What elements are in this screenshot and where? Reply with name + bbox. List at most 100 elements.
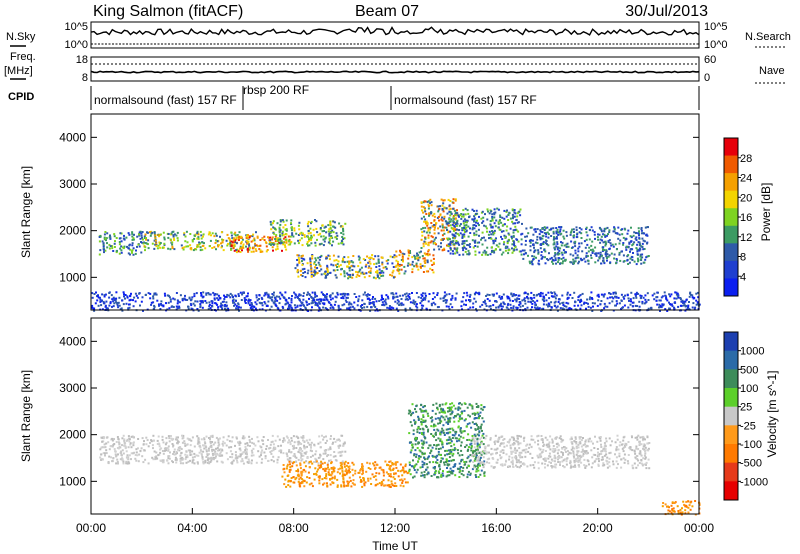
heatmap-cell [425,220,428,223]
heatmap-cell [450,212,453,215]
heatmap-cell [466,449,469,452]
heatmap-cell [586,234,589,237]
heatmap-cell [532,243,534,246]
heatmap-cell [606,259,608,262]
heatmap-cell [121,457,124,460]
heatmap-cell [480,423,483,426]
heatmap-cell [303,441,306,443]
heatmap-cell [297,234,300,236]
heatmap-cell [430,212,432,215]
heatmap-cell [517,294,520,297]
heatmap-cell [631,248,634,251]
heatmap-cell [492,239,495,242]
heatmap-cell [449,224,452,227]
heatmap-cell [299,239,301,242]
heatmap-cell [304,470,307,473]
heatmap-cell [336,471,339,474]
heatmap-cell [554,252,557,254]
heatmap-cell [301,254,304,257]
heatmap-cell [196,244,199,247]
heatmap-cell [367,297,370,300]
heatmap-cell [470,404,473,407]
heatmap-cell [398,268,401,271]
heatmap-cell [395,466,398,469]
heatmap-cell [513,243,515,246]
heatmap-cell [387,473,390,475]
heatmap-cell [433,238,436,241]
heatmap-cell [479,451,482,454]
heatmap-cell [443,232,446,235]
heatmap-cell [384,484,387,487]
heatmap-cell [456,212,459,215]
heatmap-cell [329,223,332,226]
heatmap-cell [399,470,402,473]
heatmap-cell [321,302,324,305]
heatmap-cell [211,305,214,308]
heatmap-cell [589,296,592,299]
heatmap-cell [638,244,641,247]
heatmap-cell [574,240,577,243]
heatmap-cell [434,236,437,239]
heatmap-cell [318,298,321,301]
heatmap-cell [232,247,235,250]
heatmap-cell [312,297,315,300]
heatmap-cell [637,260,640,263]
heatmap-cell [252,233,255,236]
heatmap-cell [493,208,496,211]
heatmap-cell [200,292,202,294]
heatmap-cell [236,461,239,464]
heatmap-cell [313,443,316,446]
heatmap-cell [299,299,301,302]
heatmap-cell [281,241,284,244]
heatmap-cell [471,239,474,242]
heatmap-cell [183,246,186,249]
heatmap-cell [552,295,554,298]
heatmap-cell [613,226,616,229]
heatmap-cell [113,299,116,302]
heatmap-cell [235,299,237,302]
heatmap-cell [207,453,210,456]
heatmap-cell [296,259,299,261]
heatmap-cell [446,223,449,226]
heatmap-cell [258,455,261,458]
heatmap-cell [556,248,559,251]
heatmap-cell [418,455,421,457]
heatmap-cell [638,249,641,252]
heatmap-cell [626,259,629,262]
heatmap-cell [431,214,434,217]
heatmap-cell [585,226,588,229]
heatmap-cell [243,297,246,299]
heatmap-cell [109,245,112,248]
heatmap-cell [256,236,259,239]
heatmap-cell [440,408,443,411]
heatmap-cell [460,215,463,218]
heatmap-cell [317,468,320,471]
heatmap-cell [336,478,339,481]
heatmap-cell [503,223,506,226]
heatmap-cell [467,433,470,436]
heatmap-cell [93,293,96,295]
heatmap-cell [144,458,147,461]
heatmap-cell [453,434,456,437]
heatmap-cell [117,441,120,444]
heatmap-cell [251,235,254,238]
heatmap-cell [334,440,337,443]
heatmap-cell [388,467,391,470]
heatmap-cell [246,442,249,445]
heatmap-cell [318,258,321,261]
heatmap-cell [270,243,272,246]
heatmap-cell [327,454,330,456]
heatmap-cell [468,243,471,246]
heatmap-cell [127,435,130,438]
heatmap-cell [465,224,468,227]
heatmap-cell [221,300,224,303]
heatmap-cell [379,466,382,469]
heatmap-cell [308,443,311,446]
heatmap-cell [329,242,332,245]
heatmap-cell [433,215,436,218]
heatmap-cell [466,457,469,460]
heatmap-cell [527,300,530,303]
heatmap-cell [120,451,122,454]
heatmap-cell [347,303,350,306]
